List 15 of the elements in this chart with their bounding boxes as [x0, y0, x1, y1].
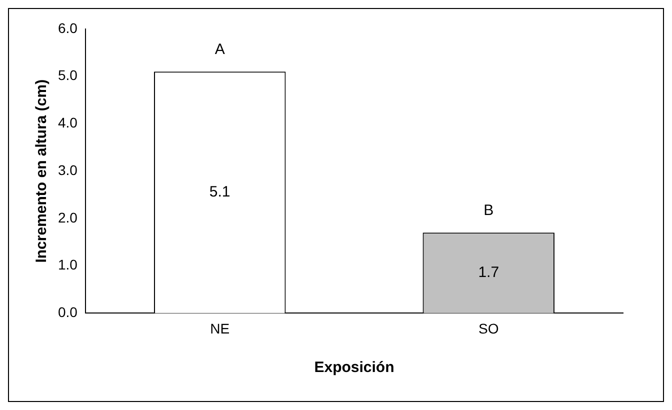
y-tick-label: 4.0 — [58, 114, 78, 131]
y-tick-label: 2.0 — [58, 209, 78, 226]
y-axis-title: Incremento en altura (cm) — [33, 79, 50, 263]
y-tick-label: 5.0 — [58, 67, 78, 84]
x-tick-label: NE — [210, 320, 230, 336]
x-axis-title: Exposición — [314, 359, 394, 376]
annotation: A — [214, 40, 225, 58]
y-tick-label: 1.0 — [58, 256, 78, 273]
y-tick-label: 3.0 — [58, 162, 78, 178]
x-tick-label: SO — [478, 320, 499, 336]
data-label: 1.7 — [478, 264, 500, 282]
y-tick-label: 0.0 — [58, 304, 78, 320]
y-tick-label: 6.0 — [58, 20, 78, 36]
data-label: 5.1 — [209, 184, 230, 201]
annotation: B — [484, 202, 494, 219]
